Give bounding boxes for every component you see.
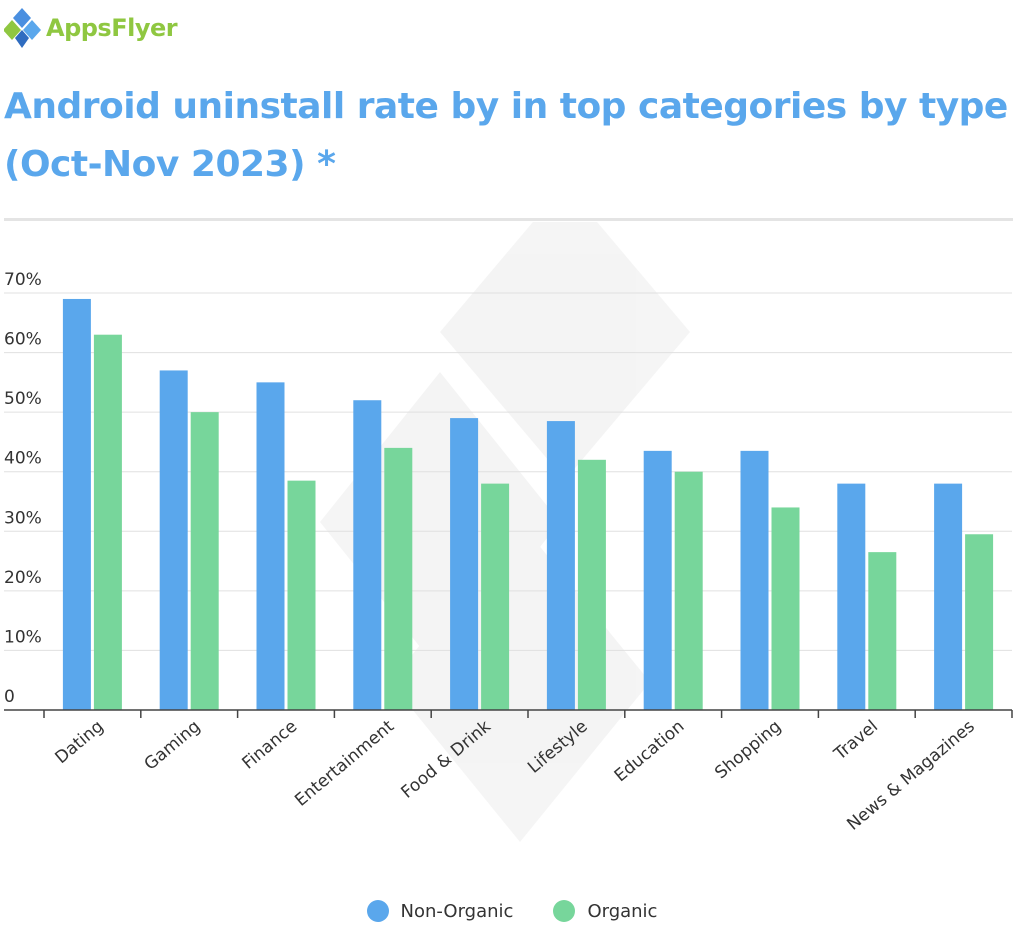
bar-organic[interactable] [577, 459, 606, 710]
x-tick-label: Shopping [711, 717, 785, 784]
y-tick-label: 40% [4, 449, 42, 469]
x-tick-label: Finance [239, 717, 302, 774]
bar-organic[interactable] [93, 334, 122, 710]
bar-non-organic[interactable] [256, 382, 285, 710]
legend-item-non-organic[interactable]: Non-Organic [366, 900, 514, 922]
y-tick-label: 30% [4, 508, 42, 528]
bar-non-organic[interactable] [546, 421, 575, 710]
title-divider [4, 218, 1013, 221]
y-tick-label: 50% [4, 389, 42, 409]
x-tick-label: Gaming [141, 717, 205, 775]
bar-organic[interactable] [674, 471, 703, 710]
y-tick-label: 20% [4, 568, 42, 588]
legend-label-organic: Organic [587, 900, 658, 922]
appsflyer-logo: AppsFlyer [4, 6, 178, 50]
chart-header: AppsFlyer Android uninstall rate by in t… [0, 0, 1024, 221]
bar-organic[interactable] [190, 412, 219, 710]
bar-non-organic[interactable] [450, 418, 479, 710]
bar-non-organic[interactable] [62, 298, 91, 710]
bar-non-organic[interactable] [643, 450, 672, 710]
bar-non-organic[interactable] [159, 370, 188, 710]
bar-organic[interactable] [481, 483, 510, 710]
bar-organic[interactable] [384, 447, 413, 710]
x-tick-label: Dating [52, 717, 108, 769]
y-tick-label: 70% [4, 270, 42, 290]
y-tick-label: 10% [4, 627, 42, 647]
legend-swatch-non-organic [366, 900, 389, 922]
appsflyer-logo-icon [4, 8, 41, 48]
y-tick-label: 60% [4, 330, 42, 350]
legend-swatch-organic [553, 900, 576, 922]
x-tick-label: Entertainment [291, 716, 398, 810]
bar-non-organic[interactable] [740, 450, 769, 710]
chart-legend: Non-Organic Organic [0, 900, 1024, 922]
brand-name: AppsFlyer [46, 14, 178, 42]
bar-organic[interactable] [771, 507, 800, 710]
x-tick-label: Travel [830, 717, 882, 765]
x-tick-label: Education [611, 717, 689, 787]
bar-chart: 0 10% 20% 30% 40% 50% 60% 70% Dating Gaming Finan… [4, 222, 1013, 842]
legend-item-organic[interactable]: Organic [553, 900, 657, 922]
bar-organic[interactable] [965, 534, 994, 710]
bar-non-organic[interactable] [353, 400, 382, 710]
chart-title: Android uninstall rate by in top categor… [4, 86, 1008, 185]
legend-label-non-organic: Non-Organic [400, 900, 514, 922]
y-tick-label: 0 [4, 687, 15, 707]
bar-non-organic[interactable] [934, 483, 963, 710]
bar-organic[interactable] [868, 552, 897, 710]
bar-non-organic[interactable] [837, 483, 866, 710]
bar-organic[interactable] [287, 480, 316, 710]
